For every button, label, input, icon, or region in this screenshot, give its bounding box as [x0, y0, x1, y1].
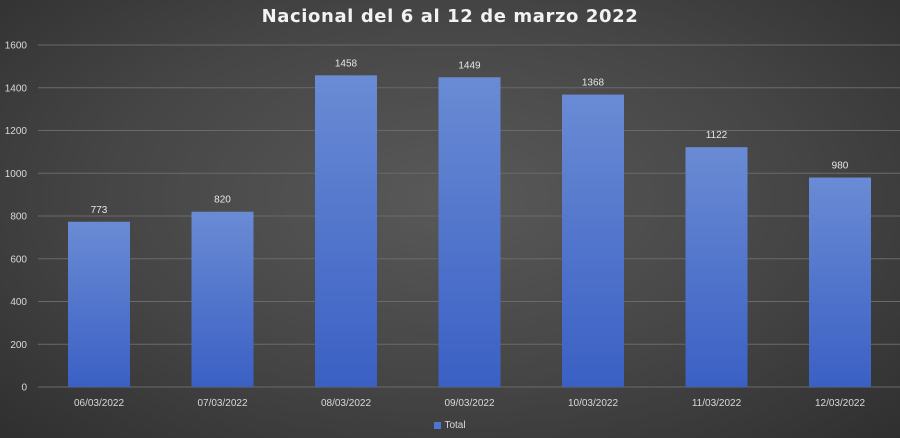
y-tick-label: 0 — [21, 383, 27, 394]
x-tick-label: 08/03/2022 — [321, 398, 371, 409]
bar — [315, 75, 377, 387]
bars — [68, 75, 871, 388]
y-tick-label: 400 — [10, 297, 27, 308]
y-tick-label: 1200 — [5, 126, 28, 137]
data-labels: 773 820 1458 1449 1368 1122 980 — [91, 58, 849, 215]
data-label: 1122 — [706, 130, 728, 141]
data-label: 773 — [91, 205, 108, 216]
y-tick-label: 200 — [10, 340, 27, 351]
legend-swatch-total — [434, 422, 442, 429]
y-tick-label: 600 — [10, 254, 27, 265]
data-label: 1449 — [458, 60, 481, 71]
legend-label-total: Total — [444, 420, 466, 431]
data-label: 820 — [214, 195, 231, 206]
legend: Total — [0, 420, 900, 431]
x-tick-label: 09/03/2022 — [444, 398, 494, 409]
data-label: 980 — [832, 161, 849, 172]
bar — [685, 147, 748, 387]
data-label: 1458 — [335, 58, 358, 69]
x-tick-label: 10/03/2022 — [568, 398, 618, 409]
x-tick-label: 06/03/2022 — [74, 398, 124, 409]
x-tick-label: 12/03/2022 — [815, 398, 865, 409]
y-tick-label: 800 — [10, 212, 27, 223]
bar — [562, 94, 624, 387]
bar — [809, 177, 871, 387]
bar — [191, 211, 254, 387]
y-axis-ticks: 0 200 400 600 800 1000 1200 1400 1600 — [5, 41, 28, 394]
y-tick-label: 1600 — [5, 41, 28, 52]
x-tick-label: 07/03/2022 — [197, 398, 247, 409]
data-label: 1368 — [582, 78, 605, 89]
bar — [438, 77, 501, 388]
y-tick-label: 1000 — [5, 169, 28, 180]
y-tick-label: 1400 — [5, 83, 28, 94]
x-axis-ticks: 06/03/2022 07/03/2022 08/03/2022 09/03/2022… — [74, 398, 865, 409]
chart-title: Nacional del 6 al 12 de marzo 2022 — [261, 6, 639, 27]
bar — [68, 221, 130, 387]
x-tick-label: 11/03/2022 — [692, 398, 742, 409]
